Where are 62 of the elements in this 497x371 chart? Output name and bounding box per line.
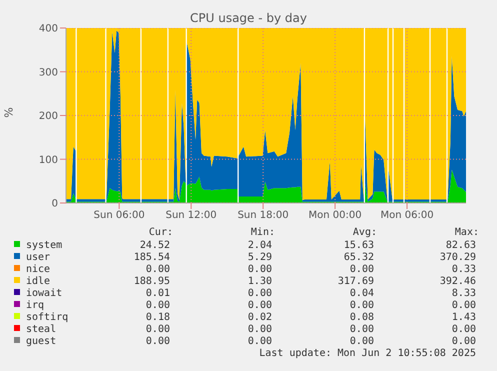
text: Avg:	[352, 227, 377, 238]
x-tick-label: Mon 06:00	[380, 210, 434, 222]
text: 0.01	[146, 288, 170, 299]
text: 15.63	[344, 240, 374, 251]
text: 0.00	[452, 300, 476, 311]
x-tick-label: Mon 00:00	[308, 210, 362, 222]
text: 0.00	[248, 336, 272, 347]
text: 0.04	[350, 288, 374, 299]
text: 0.00	[146, 336, 170, 347]
text: 0.00	[248, 264, 272, 275]
text: 0.18	[146, 312, 170, 323]
text: Min:	[250, 227, 275, 238]
text: 0.00	[350, 324, 374, 335]
text: 0.00	[248, 324, 272, 335]
legend-label: system	[26, 240, 62, 251]
text: 0.00	[248, 300, 272, 311]
text: 0.00	[350, 336, 374, 347]
text: 0.33	[452, 264, 476, 275]
text: 0.00	[452, 336, 476, 347]
legend-label: user	[26, 252, 50, 263]
text: 0.00	[350, 300, 374, 311]
text: 188.95	[134, 276, 170, 287]
legend-label: softirq	[26, 312, 68, 323]
legend-label: iowait	[26, 288, 62, 299]
text: 317.69	[338, 276, 374, 287]
y-tick-label: 0	[52, 198, 58, 210]
y-axis-title: %	[2, 107, 16, 118]
y-tick-label: 200	[38, 111, 58, 122]
text: 5.29	[248, 252, 272, 263]
chart-title: CPU usage - by day	[189, 11, 308, 25]
legend-label: irq	[26, 300, 44, 311]
text: 8.33	[452, 288, 476, 299]
text: 0.00	[146, 264, 170, 275]
text: 1.30	[248, 276, 272, 287]
text: 0.00	[146, 324, 170, 335]
legend-label: steal	[26, 324, 56, 335]
text: 0.02	[248, 312, 272, 323]
legend-label: guest	[26, 336, 56, 347]
text: 185.54	[134, 252, 170, 263]
text: 0.00	[350, 264, 374, 275]
text: 0.08	[350, 312, 374, 323]
text: 0.00	[248, 288, 272, 299]
y-tick-label: 400	[38, 24, 58, 35]
text: Cur:	[148, 227, 173, 238]
text: 24.52	[140, 240, 170, 251]
text: 82.63	[446, 240, 476, 251]
x-tick-label: Sun 06:00	[94, 210, 145, 222]
text: Max:	[454, 227, 479, 238]
text: 2.04	[248, 240, 272, 251]
y-tick-label: 100	[38, 154, 58, 166]
text: 0.00	[452, 324, 476, 335]
legend-label: idle	[26, 276, 50, 287]
x-tick-label: Sun 18:00	[238, 210, 289, 222]
text: Last update: Mon Jun 2 10:55:08 2025	[259, 348, 476, 359]
text: 392.46	[440, 276, 476, 287]
y-tick-label: 300	[38, 67, 58, 78]
text: 65.32	[344, 252, 374, 263]
legend-label: nice	[26, 264, 50, 275]
text: 1.43	[452, 312, 476, 323]
x-tick-label: Sun 12:00	[166, 210, 217, 222]
text: 0.00	[146, 300, 170, 311]
text: 370.29	[440, 252, 476, 263]
